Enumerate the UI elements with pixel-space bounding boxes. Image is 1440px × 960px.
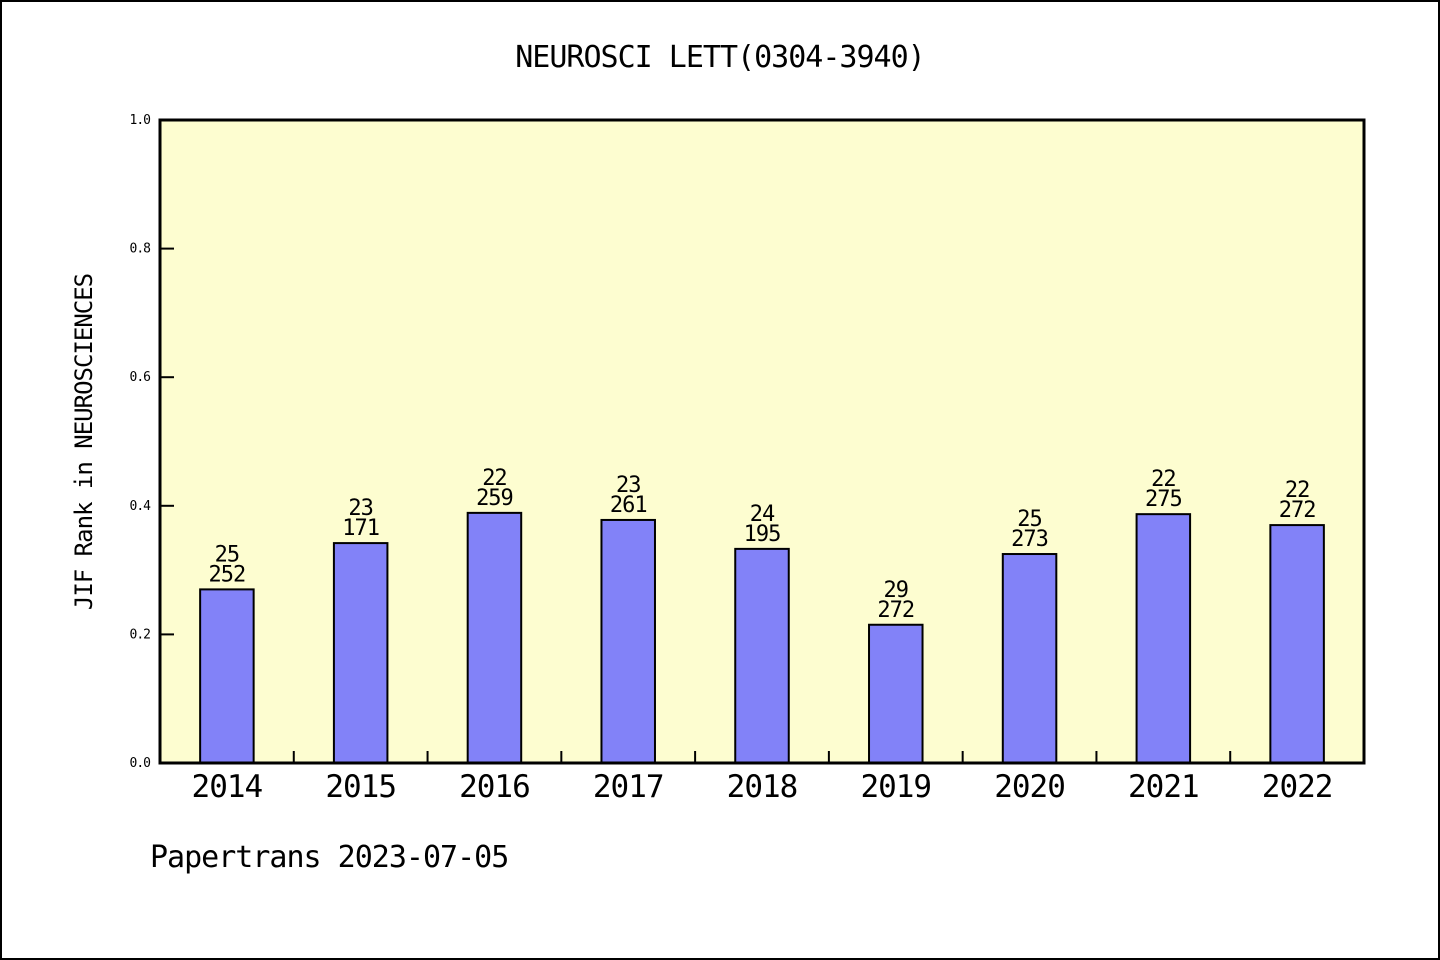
- x-tick-label: 2021: [1128, 769, 1199, 805]
- bar-2021: [1135, 513, 1192, 764]
- bar-rank-label: 22: [1151, 467, 1176, 492]
- y-tick-label: 0.4: [130, 499, 152, 514]
- bar-total-label: 261: [610, 493, 647, 518]
- bar-total-label: 272: [1279, 498, 1316, 523]
- bar-2022: [1269, 524, 1325, 765]
- x-tick-label: 2019: [860, 769, 931, 805]
- y-tick-label: 0.2: [130, 627, 151, 642]
- bar-rank-label: 25: [1017, 507, 1042, 532]
- bar-total-label: 272: [877, 598, 914, 623]
- x-tick-label: 2016: [459, 769, 530, 805]
- bar-rank-label: 22: [1285, 478, 1310, 503]
- plot-border: [158, 118, 1366, 765]
- bar-2014: [199, 588, 255, 765]
- y-tick-label: 0.6: [130, 370, 151, 385]
- x-tick-label: 2022: [1262, 769, 1333, 805]
- bar-total-label: 195: [744, 522, 781, 547]
- footer-watermark: Papertrans 2023-07-05: [150, 840, 509, 875]
- bar-total-label: 259: [476, 486, 513, 511]
- bar-total-label: 275: [1145, 487, 1182, 512]
- bar-2018: [734, 547, 790, 764]
- bar-2020: [1001, 553, 1058, 765]
- chart-title: NEUROSCI LETT(0304-3940): [515, 40, 925, 75]
- x-tick-label: 2018: [727, 769, 798, 805]
- y-tick-label: 0.8: [130, 242, 151, 257]
- x-tick-label: 2017: [593, 769, 664, 805]
- x-tick-label: 2020: [994, 769, 1065, 805]
- bar-rank-label: 23: [616, 473, 641, 498]
- bar-rank-label: 29: [884, 578, 909, 603]
- bar-2019: [868, 623, 924, 764]
- x-tick-label: 2014: [192, 769, 263, 805]
- y-tick-label: 1.0: [130, 113, 151, 128]
- bar-rank-label: 22: [482, 466, 507, 491]
- bar-rank-label: 24: [750, 502, 775, 527]
- x-tick-label: 2015: [325, 769, 396, 805]
- bar-total-label: 273: [1011, 527, 1048, 552]
- bar-2017: [600, 518, 656, 764]
- bar-2015: [332, 542, 389, 764]
- bar-rank-label: 23: [348, 496, 373, 521]
- bar-total-label: 171: [342, 516, 379, 541]
- bar-total-label: 252: [209, 562, 246, 587]
- y-tick-label: 0.0: [130, 756, 151, 771]
- bar-2016: [466, 511, 523, 764]
- bar-rank-label: 25: [215, 542, 240, 567]
